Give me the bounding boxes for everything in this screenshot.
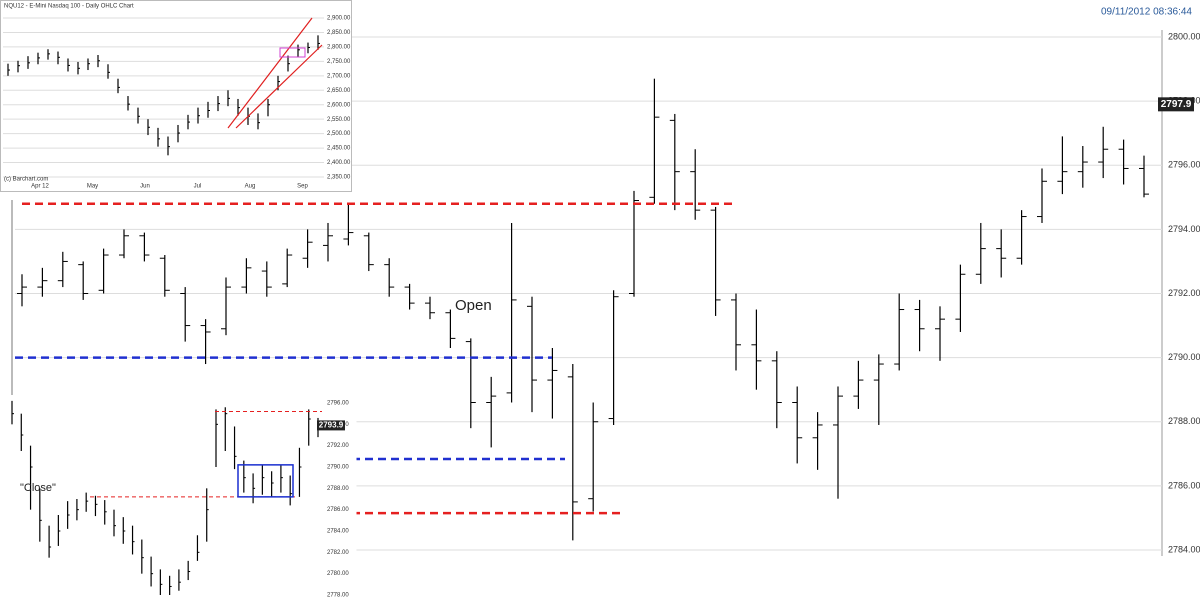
y-tick-label: 2,450.00 — [327, 146, 351, 152]
y-tick-label: 2790.00 — [1168, 352, 1200, 362]
source: (c) Barchart.com — [4, 177, 48, 183]
y-tick-label: 2800.00 — [1168, 31, 1200, 41]
channel-line — [227, 17, 313, 129]
annotation: "Close" — [20, 482, 56, 494]
y-tick-label: 2,550.00 — [327, 117, 351, 123]
y-tick-label: 2,350.00 — [327, 175, 351, 181]
annotation: Open — [455, 297, 492, 314]
y-tick-label: 2794.00 — [1168, 224, 1200, 234]
y-tick-label: 2,500.00 — [327, 131, 351, 137]
daily-plot: 2,350.00 2,400.00 2,450.00 2,500.00 2,550.00… — [3, 4, 351, 190]
y-tick-label: 2792.00 — [327, 443, 349, 449]
range-box — [237, 464, 294, 498]
y-tick-label: 2,600.00 — [327, 102, 351, 108]
timestamp: 09/11/2012 08:36:44 — [1101, 7, 1192, 18]
y-tick-label: 2,750.00 — [327, 59, 351, 65]
y-tick-label: 2788.00 — [1168, 416, 1200, 426]
y-tick-label: 2796.00 — [327, 401, 349, 407]
intraday-plot: 2778.00 2780.00 2782.00 2784.00 2786.00 2788.… — [11, 401, 349, 599]
last-price-box — [1158, 97, 1194, 112]
last-price-label: 2797.9 — [1161, 99, 1192, 110]
channel-line — [235, 44, 323, 129]
y-tick-label: 2796.00 — [1168, 160, 1200, 170]
x-tick-label: Aug — [245, 184, 256, 190]
intraday-inset — [0, 396, 357, 604]
last-price-label: 2793.9 — [319, 421, 344, 430]
y-tick-label: 2,400.00 — [327, 160, 351, 166]
y-tick-label: 2,700.00 — [327, 73, 351, 79]
x-tick-label: Jun — [140, 184, 150, 190]
inset-title: NQU12 - E-Mini Nasdaq 100 - Daily OHLC C… — [4, 4, 134, 10]
y-tick-label: 2786.00 — [327, 507, 349, 513]
x-tick-label: Apr 12 — [31, 184, 49, 190]
y-tick-label: 2780.00 — [327, 571, 349, 577]
y-tick-label: 2,650.00 — [327, 88, 351, 94]
consolidation-box — [279, 47, 306, 58]
y-tick-label: 2784.00 — [327, 529, 349, 535]
x-tick-label: Sep — [297, 184, 308, 190]
y-tick-label: 2786.00 — [1168, 480, 1200, 490]
y-tick-label: 2,800.00 — [327, 44, 351, 50]
y-tick-label: 2778.00 — [327, 593, 349, 599]
x-tick-label: May — [87, 184, 98, 190]
y-tick-label: 2788.00 — [327, 486, 349, 492]
y-tick-label: 2782.00 — [327, 550, 349, 556]
y-tick-label: 2,900.00 — [327, 16, 351, 22]
last-price-box — [317, 420, 345, 431]
y-tick-label: 2784.00 — [1168, 544, 1200, 554]
y-tick-label: 2,850.00 — [327, 30, 351, 36]
y-tick-label: 2792.00 — [1168, 288, 1200, 298]
x-tick-label: Jul — [194, 184, 202, 190]
y-tick-label: 2790.00 — [327, 465, 349, 471]
